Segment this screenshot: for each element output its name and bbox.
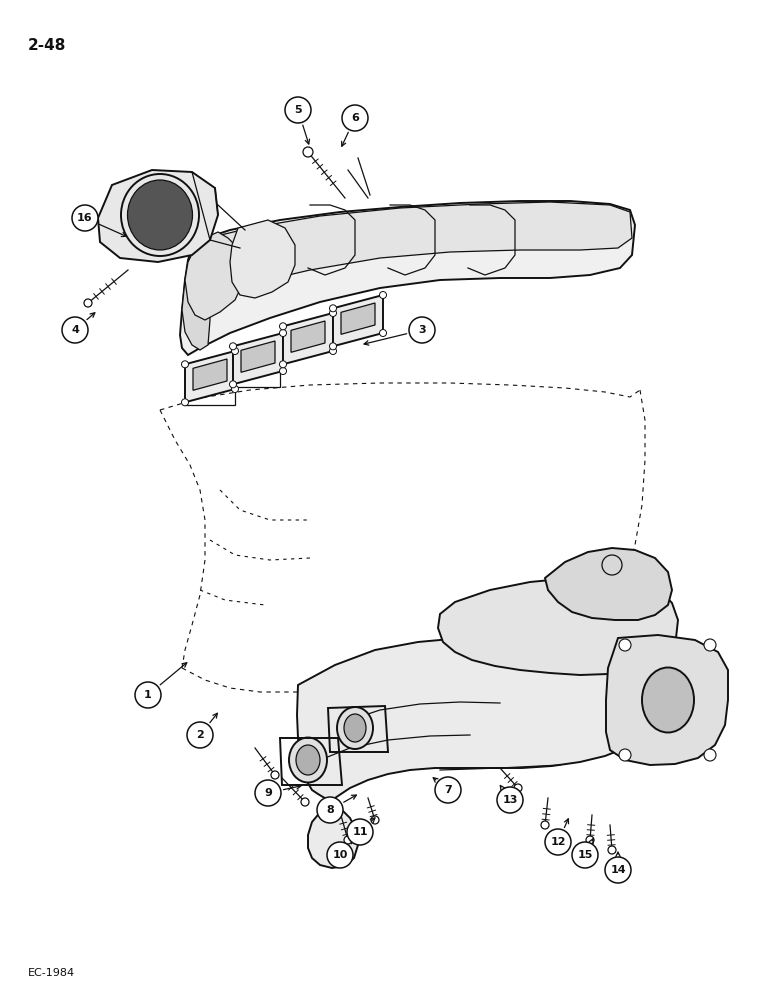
Circle shape — [586, 836, 594, 844]
Circle shape — [285, 97, 311, 123]
Polygon shape — [241, 341, 275, 372]
Circle shape — [545, 829, 571, 855]
Circle shape — [704, 639, 716, 651]
Text: 6: 6 — [351, 113, 359, 123]
Polygon shape — [98, 170, 218, 262]
Polygon shape — [188, 202, 632, 310]
Circle shape — [497, 787, 523, 813]
Polygon shape — [297, 638, 650, 868]
Polygon shape — [291, 321, 325, 352]
Text: 7: 7 — [444, 785, 452, 795]
Circle shape — [279, 330, 286, 336]
Circle shape — [541, 821, 549, 829]
Circle shape — [342, 105, 368, 131]
Text: 8: 8 — [326, 805, 334, 815]
Circle shape — [329, 310, 336, 316]
Text: 13: 13 — [502, 795, 518, 805]
Circle shape — [380, 292, 387, 298]
Circle shape — [344, 836, 352, 844]
Circle shape — [572, 842, 598, 868]
Text: 10: 10 — [332, 850, 348, 860]
Text: 5: 5 — [294, 105, 302, 115]
Polygon shape — [185, 351, 235, 402]
Text: 9: 9 — [264, 788, 272, 798]
Ellipse shape — [344, 714, 366, 742]
Text: 16: 16 — [77, 213, 93, 223]
Circle shape — [435, 777, 461, 803]
Ellipse shape — [642, 668, 694, 732]
Polygon shape — [438, 578, 678, 675]
Circle shape — [605, 857, 631, 883]
Text: 2-48: 2-48 — [28, 38, 66, 53]
Polygon shape — [182, 242, 210, 350]
Circle shape — [303, 147, 313, 157]
Circle shape — [255, 780, 281, 806]
Text: 1: 1 — [144, 690, 152, 700]
Text: 15: 15 — [577, 850, 593, 860]
Circle shape — [409, 317, 435, 343]
Circle shape — [704, 749, 716, 761]
Circle shape — [329, 343, 336, 350]
Circle shape — [72, 205, 98, 231]
Ellipse shape — [127, 180, 193, 250]
Circle shape — [271, 771, 279, 779]
Text: 12: 12 — [550, 837, 566, 847]
Circle shape — [182, 361, 189, 368]
Polygon shape — [180, 201, 635, 355]
Polygon shape — [233, 333, 283, 384]
Circle shape — [232, 385, 239, 392]
Circle shape — [135, 682, 161, 708]
Polygon shape — [545, 548, 672, 620]
Circle shape — [329, 348, 336, 355]
Circle shape — [84, 299, 92, 307]
Text: 14: 14 — [610, 865, 626, 875]
Circle shape — [279, 361, 286, 368]
Circle shape — [327, 842, 353, 868]
Circle shape — [229, 381, 236, 388]
Circle shape — [329, 305, 336, 312]
Ellipse shape — [289, 738, 327, 782]
Text: 2: 2 — [196, 730, 204, 740]
Circle shape — [232, 348, 239, 355]
Circle shape — [371, 816, 379, 824]
Circle shape — [301, 798, 309, 806]
Circle shape — [62, 317, 88, 343]
Polygon shape — [193, 359, 227, 390]
Circle shape — [182, 399, 189, 406]
Text: 11: 11 — [353, 827, 367, 837]
Text: EC-1984: EC-1984 — [28, 968, 75, 978]
Circle shape — [619, 749, 631, 761]
Polygon shape — [185, 232, 245, 320]
Circle shape — [279, 367, 286, 374]
Polygon shape — [606, 635, 728, 765]
Ellipse shape — [337, 707, 373, 749]
Circle shape — [347, 819, 373, 845]
Circle shape — [229, 343, 236, 350]
Circle shape — [514, 784, 522, 792]
Polygon shape — [283, 313, 333, 364]
Ellipse shape — [296, 745, 320, 775]
Circle shape — [187, 722, 213, 748]
Circle shape — [317, 797, 343, 823]
Circle shape — [608, 846, 616, 854]
Polygon shape — [341, 303, 375, 334]
Text: 3: 3 — [418, 325, 426, 335]
Circle shape — [380, 330, 387, 336]
Polygon shape — [333, 295, 383, 346]
Circle shape — [279, 323, 286, 330]
Circle shape — [619, 639, 631, 651]
Polygon shape — [230, 220, 295, 298]
Text: 4: 4 — [71, 325, 79, 335]
